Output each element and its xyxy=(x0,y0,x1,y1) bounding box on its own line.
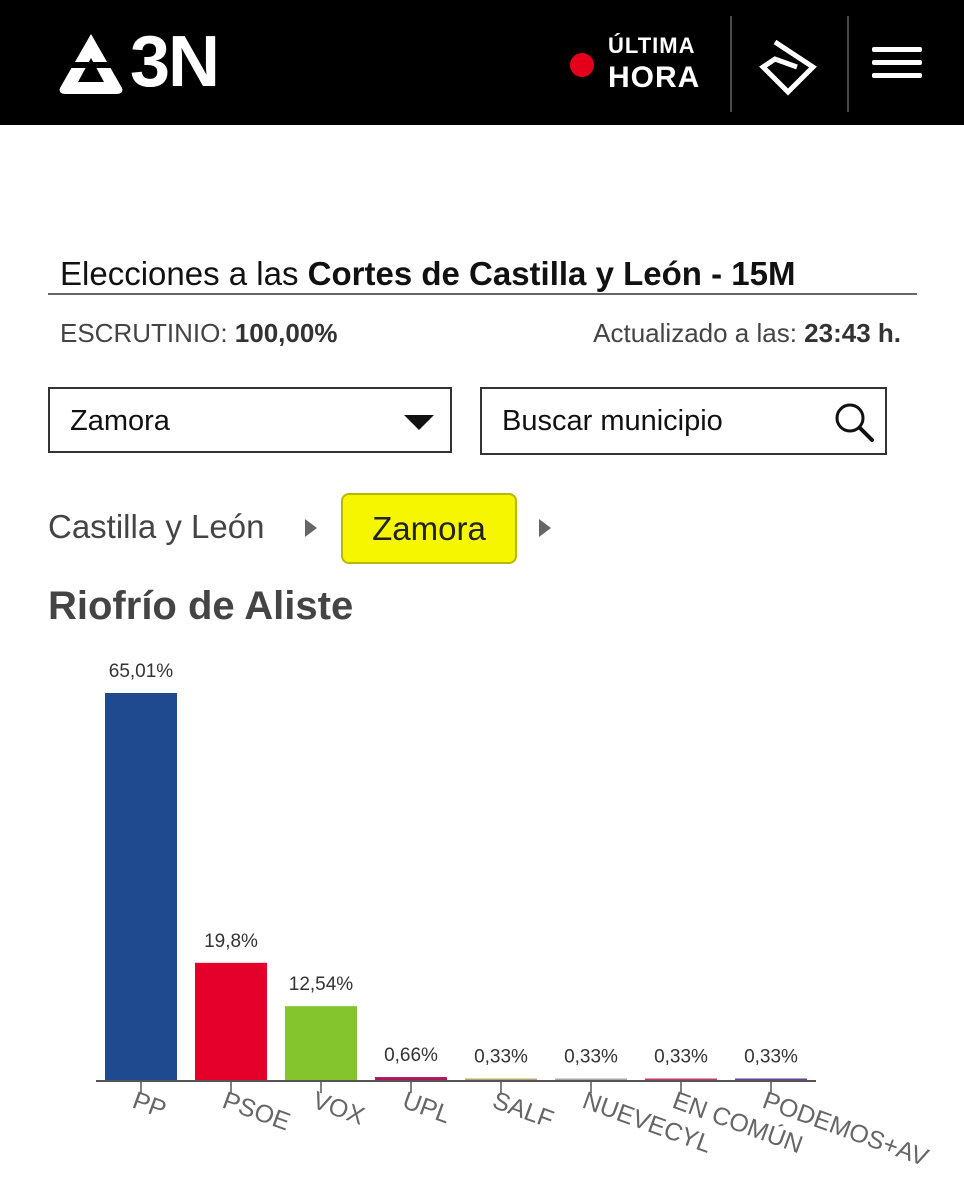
x-tick-label: UPL xyxy=(399,1086,454,1129)
breadcrumb-arrow-icon xyxy=(305,519,317,537)
x-tick-label: PSOE xyxy=(219,1086,294,1136)
x-tick-label: PP xyxy=(129,1086,170,1124)
ultima-hora-link[interactable]: ÚLTIMA HORA xyxy=(570,33,720,97)
header-divider xyxy=(730,16,732,112)
top-bar: 3N ÚLTIMA HORA xyxy=(0,0,964,125)
menu-icon[interactable] xyxy=(872,47,922,79)
municipality-search[interactable] xyxy=(480,387,887,455)
live-label-line2: HORA xyxy=(608,61,701,94)
municipality-name: Riofrío de Aliste xyxy=(48,584,354,628)
updated-time: Actualizado a las: 23:43 h. xyxy=(593,318,901,348)
live-label-line1: ÚLTIMA xyxy=(608,33,696,58)
bar-value-label: 0,33% xyxy=(744,1047,798,1068)
bar-value-label: 0,33% xyxy=(654,1047,708,1068)
election-title: Elecciones a las Cortes de Castilla y Le… xyxy=(60,255,796,292)
bar-1 xyxy=(105,693,177,1081)
municipality-search-input[interactable] xyxy=(502,403,822,439)
bar-value-label: 19,8% xyxy=(204,931,258,952)
logo-text: 3N xyxy=(130,22,220,102)
bar-4 xyxy=(375,1077,447,1081)
results-bar-chart: 65,01% PP 19,8% PSOE 12,54% VOX 0,66% UPL 0,33% S… xyxy=(96,661,932,1172)
bar-2 xyxy=(195,962,267,1081)
bar-value-label: 0,66% xyxy=(384,1045,438,1066)
bar-8 xyxy=(735,1078,807,1081)
scrutiny-status: ESCRUTINIO: 100,00% xyxy=(60,318,338,348)
search-icon[interactable] xyxy=(833,401,875,443)
title-divider xyxy=(48,293,917,295)
antena3-logo[interactable]: 3N xyxy=(58,26,248,100)
bar-value-label: 65,01% xyxy=(109,661,174,682)
breadcrumb-root[interactable]: Castilla y León xyxy=(48,508,265,545)
bar-7 xyxy=(645,1078,717,1081)
breadcrumb-arrow-icon xyxy=(539,519,551,537)
bar-value-label: 0,33% xyxy=(564,1047,618,1068)
antena3-logo-icon xyxy=(59,34,123,94)
province-select-value: Zamora xyxy=(70,405,170,437)
caret-down-icon xyxy=(404,415,434,430)
live-dot-icon xyxy=(570,53,594,77)
province-select[interactable]: Zamora xyxy=(48,387,452,453)
bar-value-label: 0,33% xyxy=(474,1047,528,1068)
x-tick-label: SALF xyxy=(489,1086,557,1134)
bar-5 xyxy=(465,1078,537,1081)
atresplayer-icon[interactable] xyxy=(757,36,819,98)
bar-value-label: 12,54% xyxy=(289,974,354,995)
header-divider xyxy=(847,16,849,112)
breadcrumb-current[interactable]: Zamora xyxy=(341,493,517,564)
bar-3 xyxy=(285,1006,357,1081)
bar-6 xyxy=(555,1078,627,1081)
x-tick-label: VOX xyxy=(309,1086,368,1130)
